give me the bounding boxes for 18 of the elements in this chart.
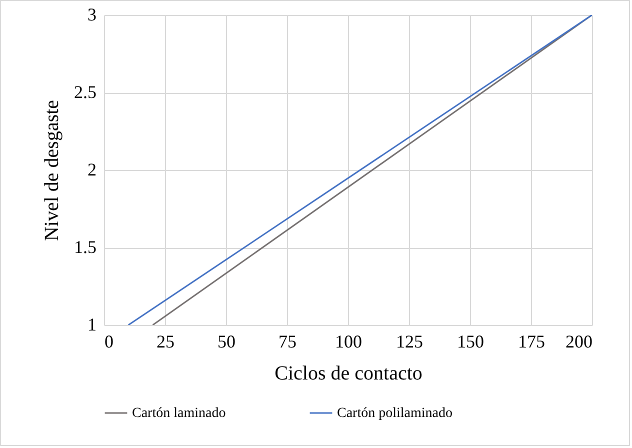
x-axis-title: Ciclos de contacto [274, 362, 422, 384]
x-tick-label: 25 [156, 332, 174, 352]
x-tick-label: 125 [396, 332, 423, 352]
x-tick-label: 50 [218, 332, 236, 352]
y-tick-label: 2.5 [74, 82, 96, 102]
y-axis-title: Nivel de desgaste [41, 100, 63, 242]
legend-label: Cartón polilaminado [337, 406, 452, 421]
y-tick-label: 1 [88, 314, 96, 334]
x-tick-label: 100 [335, 332, 362, 352]
y-tick-label: 2 [88, 160, 96, 180]
y-tick-label: 1.5 [74, 237, 96, 257]
legend-label: Cartón laminado [132, 406, 226, 421]
x-tick-label: 150 [457, 332, 484, 352]
x-tick-label: 200 [566, 332, 592, 352]
x-tick-label: 75 [278, 332, 296, 352]
x-tick-label: 0 [104, 332, 114, 352]
x-tick-label: 175 [518, 332, 545, 352]
y-tick-label: 3 [88, 4, 96, 24]
